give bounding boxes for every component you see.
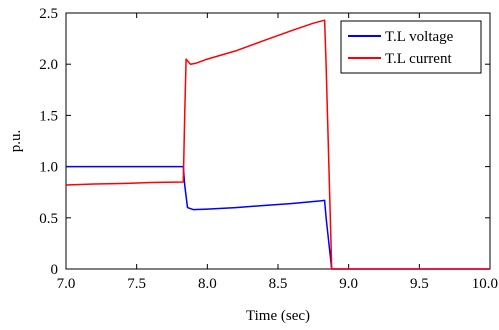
y-axis-title: p.u.	[8, 130, 24, 153]
legend: T.L voltage T.L current	[340, 20, 482, 74]
y-tick-label: 1.0	[39, 160, 58, 176]
y-tick-label: 1.5	[39, 108, 58, 124]
y-axis: 0 0.5 1.0 1.5 2.0 2.5	[39, 6, 490, 278]
x-tick-label: 9.0	[339, 276, 358, 292]
plot-area: 0 0.5 1.0 1.5 2.0 2.5 7.0 7.5 8.0 8.5 9.0 9.5 10.0	[39, 6, 498, 292]
series-line-voltage	[66, 165, 490, 270]
x-axis: 7.0 7.5 8.0 8.5 9.0 9.5 10.0	[57, 13, 498, 292]
y-tick-label: 0	[51, 262, 59, 278]
x-tick-label: 8.0	[198, 276, 217, 292]
x-axis-title: Time (sec)	[246, 308, 310, 324]
y-tick-label: 2.0	[39, 57, 58, 73]
series-layer	[65, 19, 490, 270]
legend-label-current: T.L current	[385, 51, 452, 67]
y-tick-label: 0.5	[39, 211, 58, 227]
x-tick-label: 7.0	[57, 276, 76, 292]
x-tick-label: 8.5	[269, 276, 288, 292]
y-tick-label: 2.5	[39, 6, 58, 22]
legend-box	[340, 20, 482, 74]
x-tick-label: 9.5	[410, 276, 429, 292]
x-tick-label: 10.0	[472, 276, 498, 292]
x-tick-label: 7.5	[127, 276, 146, 292]
legend-label-voltage: T.L voltage	[385, 29, 454, 45]
series-line-current	[65, 19, 490, 270]
